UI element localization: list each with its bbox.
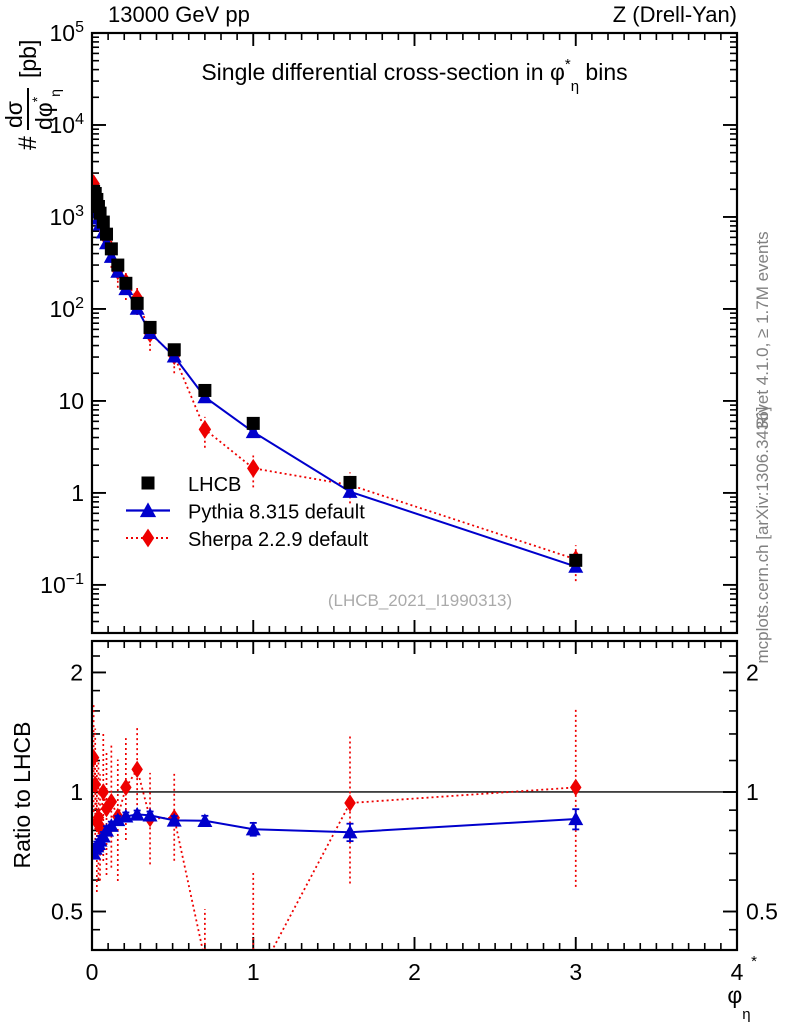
data-marker — [344, 794, 356, 812]
x-tick-label: 1 — [247, 959, 260, 985]
ratio-y-tick-label-right: 1 — [746, 779, 759, 805]
data-marker — [246, 416, 260, 430]
data-marker — [199, 952, 210, 969]
data-marker — [118, 808, 134, 823]
ratio-y-tick-labels: 0.5 0.5 1 1 2 2 — [51, 659, 778, 924]
legend-label: Sherpa 2.2.9 default — [188, 529, 369, 551]
data-marker — [343, 475, 357, 489]
data-marker — [568, 811, 584, 826]
side-text-rivet: Rivet 4.1.0, ≥ 1.7M events — [753, 231, 772, 428]
header-left: 13000 GeV pp — [108, 2, 250, 27]
x-axis-label: φη — [727, 982, 750, 1023]
data-marker — [119, 276, 133, 290]
data-marker — [198, 420, 212, 439]
x-axis-ticks — [91, 33, 738, 950]
y-tick-label: 105 — [50, 19, 85, 46]
ratio-y-tick-label-right: 0.5 — [746, 899, 778, 925]
data-marker — [93, 192, 104, 206]
ylabel-unit: [pb] — [15, 40, 41, 78]
header-right: Z (Drell-Yan) — [613, 2, 737, 27]
x-axis-label-star: * — [751, 953, 757, 970]
data-marker — [110, 812, 126, 827]
data-marker — [142, 807, 158, 822]
series-sherpa-ratio — [93, 703, 582, 969]
series-line — [93, 813, 576, 854]
ylabel-denominator: dφ*η — [29, 89, 63, 130]
legend: LHCB Pythia 8.315 default Sherpa 2.2.9 def… — [126, 474, 369, 551]
ratio-y-tick-label: 2 — [70, 659, 83, 685]
watermark-label: (LHCB_2021_I1990313) — [328, 591, 512, 610]
legend-item[interactable]: Sherpa 2.2.9 default — [126, 528, 369, 551]
plot-title: Single differential cross-section in φ*η… — [201, 56, 627, 95]
y-tick-label: 104 — [50, 111, 85, 138]
data-marker — [120, 778, 132, 797]
data-marker — [139, 502, 157, 518]
ylabel-hash: # — [14, 136, 42, 150]
data-marker — [166, 812, 182, 827]
ratio-y-tick-label: 0.5 — [51, 899, 83, 925]
data-marker — [342, 484, 358, 498]
y-tick-label: 10 — [58, 388, 84, 414]
ratio-y-tick-label: 1 — [70, 779, 83, 805]
data-marker — [105, 793, 118, 811]
y-axis-label: # dσ dφ*η [pb] — [1, 40, 63, 150]
y-tick-label: 10−1 — [40, 571, 84, 598]
data-marker — [130, 296, 144, 310]
data-marker — [141, 476, 155, 490]
data-marker — [93, 775, 101, 794]
data-marker — [97, 783, 110, 801]
data-marker — [569, 553, 583, 567]
y-tick-label: 1 — [71, 480, 84, 506]
data-marker — [96, 215, 110, 229]
series-line — [93, 183, 577, 561]
data-marker — [143, 320, 157, 334]
data-marker — [129, 806, 145, 821]
y-tick-label: 102 — [50, 295, 85, 322]
data-marker — [247, 458, 260, 478]
x-tick-label: 0 — [86, 959, 99, 985]
data-marker — [245, 424, 261, 439]
side-text-mcplots: mcplots.cern.ch [arXiv:1306.3436] — [753, 406, 772, 663]
data-marker — [104, 242, 118, 256]
data-marker — [198, 383, 212, 397]
x-tick-label: 3 — [569, 959, 582, 985]
data-marker — [100, 227, 114, 241]
data-marker — [570, 778, 582, 797]
data-marker — [342, 824, 358, 839]
ratio-y-tick-label-right: 2 — [746, 659, 759, 685]
data-marker — [167, 343, 181, 357]
data-marker — [245, 821, 261, 836]
ratio-axis-label: Ratio to LHCB — [9, 721, 35, 868]
series-lhcb-main — [93, 184, 583, 567]
x-tick-label: 2 — [408, 959, 421, 985]
x-tick-labels: 0 1 2 3 4 — [86, 959, 744, 985]
ratio-panel-frame — [90, 639, 739, 952]
legend-label: LHCB — [188, 474, 241, 496]
data-marker — [93, 199, 105, 213]
ratio-y-ticks — [92, 640, 737, 951]
data-marker — [131, 760, 143, 779]
data-marker — [93, 808, 105, 827]
x-tick-label: 4 — [731, 959, 744, 985]
data-marker — [111, 258, 125, 272]
data-marker — [197, 813, 213, 827]
data-marker — [141, 528, 155, 548]
legend-label: Pythia 8.315 default — [188, 502, 365, 524]
legend-item[interactable]: LHCB — [141, 474, 242, 496]
series-pythia-ratio — [93, 806, 584, 860]
legend-item[interactable]: Pythia 8.315 default — [126, 502, 365, 524]
ylabel-numerator: dσ — [1, 101, 27, 128]
y-tick-label: 103 — [50, 203, 85, 230]
